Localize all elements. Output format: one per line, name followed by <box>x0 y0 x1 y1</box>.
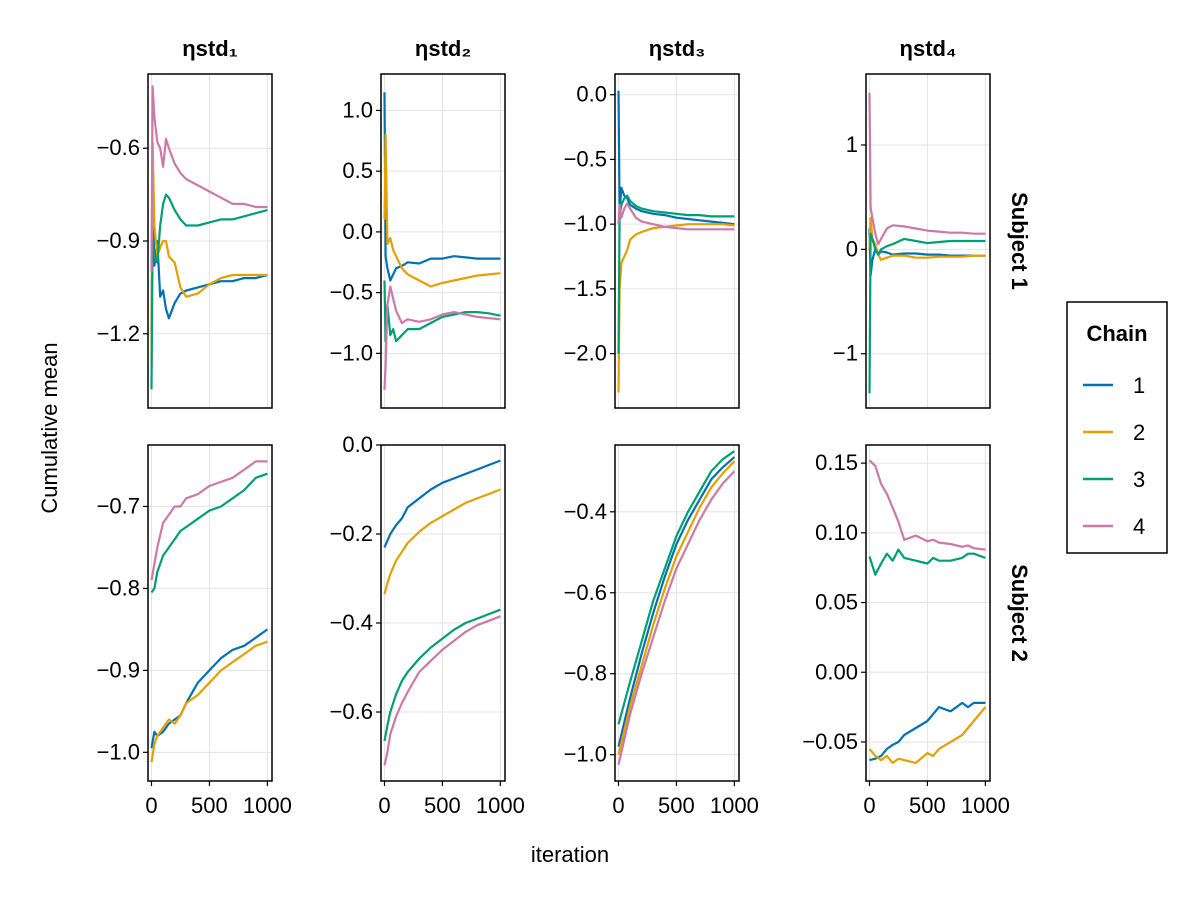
y-tick-label: 0.0 <box>342 432 373 457</box>
y-tick-label: 0.0 <box>342 219 373 244</box>
y-tick-label: 0.15 <box>815 450 858 475</box>
legend-label: 1 <box>1133 373 1145 398</box>
y-tick-label: −2.0 <box>564 341 607 366</box>
column-titles: ηstd₁ ηstd₂ ηstd₃ ηstd₄ <box>182 36 956 61</box>
panel-r0-c3: −1 0 1 <box>833 74 990 408</box>
legend-title: Chain <box>1086 321 1147 346</box>
y-tick-label: 0.5 <box>342 158 373 183</box>
y-tick-label: −1.0 <box>97 739 140 764</box>
y-tick-label: 0.0 <box>576 82 607 107</box>
x-tick-label: 0 <box>145 793 157 818</box>
row-labels: Subject 1 Subject 2 <box>1007 192 1032 662</box>
x-tick-label: 500 <box>191 793 228 818</box>
panel-frame <box>148 445 272 781</box>
legend-label: 3 <box>1133 467 1145 492</box>
panel-frame <box>615 445 739 781</box>
panel-frame <box>381 74 505 408</box>
row-label: Subject 2 <box>1007 564 1032 662</box>
y-tick-label: −1.0 <box>564 211 607 236</box>
panel-frame <box>615 74 739 408</box>
x-tick-label: 0 <box>378 793 390 818</box>
x-tick-label: 1000 <box>961 793 1010 818</box>
legend-label: 2 <box>1133 420 1145 445</box>
x-tick-label: 1000 <box>710 793 759 818</box>
column-title: ηstd₁ <box>182 36 238 61</box>
y-tick-label: −1.2 <box>97 321 140 346</box>
column-title: ηstd₃ <box>649 36 706 61</box>
x-tick-label: 500 <box>909 793 946 818</box>
y-tick-label: −0.6 <box>564 580 607 605</box>
panel-frame <box>866 445 990 781</box>
legend: Chain 1 2 3 4 <box>1067 302 1167 553</box>
y-tick-label: 1.0 <box>342 97 373 122</box>
x-tick-label: 500 <box>424 793 461 818</box>
y-tick-label: −1 <box>833 341 858 366</box>
panel-r0-c2: −2.0 −1.5 −1.0 −0.5 0.0 <box>564 74 739 408</box>
y-tick-label: −1.5 <box>564 276 607 301</box>
x-tick-label: 1000 <box>243 793 292 818</box>
x-axis-label: iteration <box>531 842 609 867</box>
panel-r0-c0: −1.2 −0.9 −0.6 <box>97 74 272 408</box>
y-tick-label: −0.5 <box>330 280 373 305</box>
column-title: ηstd₄ <box>900 36 957 61</box>
x-tick-label: 500 <box>658 793 695 818</box>
x-tick-label: 0 <box>612 793 624 818</box>
y-tick-label: 0.10 <box>815 520 858 545</box>
y-tick-label: −1.0 <box>330 340 373 365</box>
column-title: ηstd₂ <box>415 36 471 61</box>
y-tick-label: −0.8 <box>97 575 140 600</box>
row-label: Subject 1 <box>1007 192 1032 290</box>
y-tick-label: −0.05 <box>802 729 858 754</box>
y-tick-label: 0.00 <box>815 659 858 684</box>
x-tick-label: 0 <box>863 793 875 818</box>
y-tick-label: 0 <box>846 236 858 261</box>
panel-r1-c3: −0.05 0.00 0.05 0.10 0.15 0 500 1000 <box>802 445 1010 818</box>
panel-r1-c2: −1.0 −0.8 −0.6 −0.4 0 500 1000 <box>564 445 759 818</box>
y-tick-label: −0.7 <box>97 493 140 518</box>
y-tick-label: 0.05 <box>815 590 858 615</box>
legend-label: 4 <box>1133 514 1145 539</box>
panel-r0-c1: −1.0 −0.5 0.0 0.5 1.0 <box>330 74 505 408</box>
y-tick-label: −0.5 <box>564 146 607 171</box>
panel-r1-c1: −0.6 −0.4 −0.2 0.0 0 500 1000 <box>330 432 525 818</box>
y-tick-label: −0.9 <box>97 228 140 253</box>
y-tick-label: −0.4 <box>564 499 607 524</box>
x-tick-label: 1000 <box>476 793 525 818</box>
y-tick-label: −0.2 <box>330 521 373 546</box>
chart-figure: −1.2 −0.9 −0.6 −1.0 −0.5 0.0 0.5 1.0 −2.0 −1.5 −1.… <box>0 0 1200 900</box>
y-tick-label: −1.0 <box>564 742 607 767</box>
y-tick-label: 1 <box>846 132 858 157</box>
panels-group: −1.2 −0.9 −0.6 −1.0 −0.5 0.0 0.5 1.0 −2.0 −1.5 −1.… <box>97 74 1010 818</box>
y-tick-label: −0.9 <box>97 657 140 682</box>
y-tick-label: −0.6 <box>330 699 373 724</box>
panel-r1-c0: −1.0 −0.9 −0.8 −0.7 0 500 1000 <box>97 445 292 818</box>
y-tick-label: −0.8 <box>564 661 607 686</box>
y-tick-label: −0.4 <box>330 610 373 635</box>
y-axis-label: Cumulative mean <box>37 342 62 513</box>
y-tick-label: −0.6 <box>97 135 140 160</box>
